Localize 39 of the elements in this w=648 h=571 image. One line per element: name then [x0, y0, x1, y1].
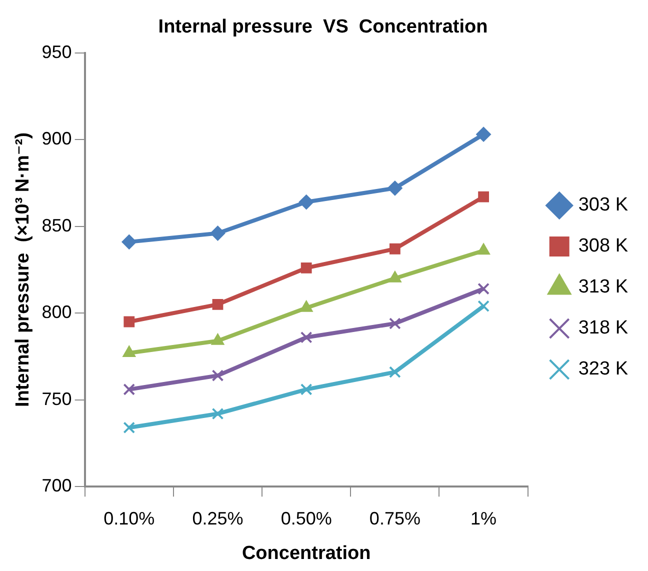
point — [212, 408, 224, 420]
x-tick-label: 0.10% — [104, 508, 155, 528]
y-tick-label: 700 — [42, 476, 72, 496]
chart-title: Internal pressure VS Concentration — [158, 16, 488, 38]
y-tick-label: 800 — [42, 302, 72, 322]
point — [300, 262, 312, 274]
point — [122, 234, 137, 250]
point — [476, 126, 492, 142]
y-tick-label: 750 — [42, 388, 72, 409]
legend-label: 308 K — [578, 236, 628, 257]
x-tick-label: 1% — [470, 508, 497, 528]
x-tick-label: 0.75% — [369, 508, 420, 528]
point — [300, 383, 312, 396]
point — [212, 298, 224, 310]
point — [387, 180, 402, 196]
point — [478, 282, 490, 295]
point — [388, 366, 401, 378]
point — [478, 191, 489, 202]
x-tick-label: 0.50% — [280, 508, 332, 528]
x-axis-title: Concentration — [242, 542, 371, 564]
y-tick-label: 950 — [42, 42, 72, 62]
legend-label: 323 K — [578, 358, 628, 380]
legend-label: 313 K — [578, 276, 628, 298]
y-axis-title: Internal pressure (×10³ N·m⁻²) — [12, 132, 34, 407]
point — [123, 422, 136, 434]
y-tick-label: 900 — [42, 128, 72, 149]
point — [389, 243, 400, 254]
point — [123, 383, 136, 396]
point — [212, 370, 224, 382]
point — [300, 331, 312, 344]
point — [388, 318, 401, 330]
y-tick-label: 850 — [42, 215, 72, 236]
point — [124, 316, 135, 328]
point — [298, 194, 314, 210]
legend-label: 303 K — [578, 194, 628, 216]
point — [478, 300, 490, 312]
point — [210, 226, 226, 241]
legend-label: 318 K — [578, 318, 628, 339]
x-tick-label: 0.25% — [192, 508, 244, 528]
